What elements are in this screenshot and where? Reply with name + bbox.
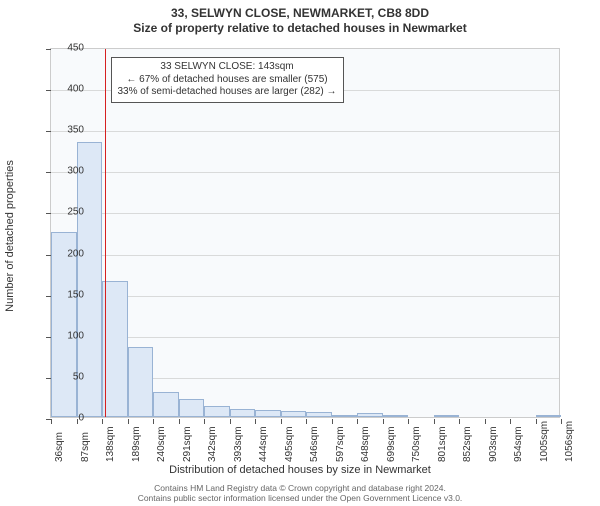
x-tick-mark — [306, 419, 307, 424]
x-tick-mark — [408, 419, 409, 424]
histogram-bar — [102, 281, 128, 417]
x-tick-mark — [536, 419, 537, 424]
x-tick-mark — [179, 419, 180, 424]
x-tick-mark — [281, 419, 282, 424]
y-tick-mark — [46, 131, 51, 132]
x-tick-mark — [510, 419, 511, 424]
y-tick-label: 250 — [54, 207, 84, 218]
plot-area: 33 SELWYN CLOSE: 143sqm← 67% of detached… — [50, 48, 560, 418]
property-marker-line — [105, 49, 106, 417]
histogram-bar — [230, 409, 256, 417]
chart-area: 33 SELWYN CLOSE: 143sqm← 67% of detached… — [50, 48, 560, 418]
annotation-line: 33% of semi-detached houses are larger (… — [118, 86, 337, 99]
x-tick-mark — [204, 419, 205, 424]
gridline — [51, 172, 559, 173]
x-axis-label: Distribution of detached houses by size … — [0, 464, 600, 476]
y-tick-label: 150 — [54, 289, 84, 300]
y-tick-mark — [46, 213, 51, 214]
x-tick-mark — [332, 419, 333, 424]
histogram-bar — [357, 413, 383, 417]
x-tick-mark — [383, 419, 384, 424]
x-tick-mark — [255, 419, 256, 424]
chart-title-main: 33, SELWYN CLOSE, NEWMARKET, CB8 8DD — [0, 6, 600, 20]
gridline — [51, 255, 559, 256]
y-tick-label: 400 — [54, 84, 84, 95]
histogram-bar — [255, 410, 281, 417]
footer-line-2: Contains public sector information licen… — [0, 494, 600, 504]
histogram-bar — [128, 347, 154, 417]
histogram-bar — [536, 415, 562, 417]
y-tick-label: 100 — [54, 330, 84, 341]
x-tick-mark — [102, 419, 103, 424]
y-tick-label: 300 — [54, 166, 84, 177]
y-tick-mark — [46, 90, 51, 91]
y-tick-mark — [46, 49, 51, 50]
histogram-bar — [306, 412, 332, 417]
footer-attribution: Contains HM Land Registry data © Crown c… — [0, 484, 600, 504]
x-tick-mark — [459, 419, 460, 424]
annotation-line: 33 SELWYN CLOSE: 143sqm — [118, 61, 337, 74]
histogram-bar — [153, 392, 179, 417]
y-axis-label: Number of detached properties — [4, 160, 16, 312]
histogram-bar — [383, 415, 409, 417]
y-tick-label: 350 — [54, 125, 84, 136]
x-tick-mark — [230, 419, 231, 424]
annotation-box: 33 SELWYN CLOSE: 143sqm← 67% of detached… — [111, 57, 344, 103]
x-tick-mark — [153, 419, 154, 424]
x-tick-mark — [434, 419, 435, 424]
gridline — [51, 131, 559, 132]
annotation-line: ← 67% of detached houses are smaller (57… — [118, 74, 337, 87]
histogram-bar — [434, 415, 460, 417]
y-tick-label: 450 — [54, 43, 84, 54]
y-tick-label: 200 — [54, 248, 84, 259]
chart-title-sub: Size of property relative to detached ho… — [0, 21, 600, 35]
histogram-bar — [51, 232, 77, 417]
x-tick-mark — [128, 419, 129, 424]
x-tick-mark — [485, 419, 486, 424]
histogram-bar — [179, 399, 205, 417]
histogram-bar — [204, 406, 230, 417]
x-tick-mark — [561, 419, 562, 424]
histogram-bar — [332, 415, 358, 417]
y-tick-label: 50 — [54, 371, 84, 382]
x-tick-mark — [51, 419, 52, 424]
histogram-bar — [281, 411, 307, 417]
y-tick-label: 0 — [54, 413, 84, 424]
gridline — [51, 213, 559, 214]
y-tick-mark — [46, 172, 51, 173]
x-tick-mark — [357, 419, 358, 424]
